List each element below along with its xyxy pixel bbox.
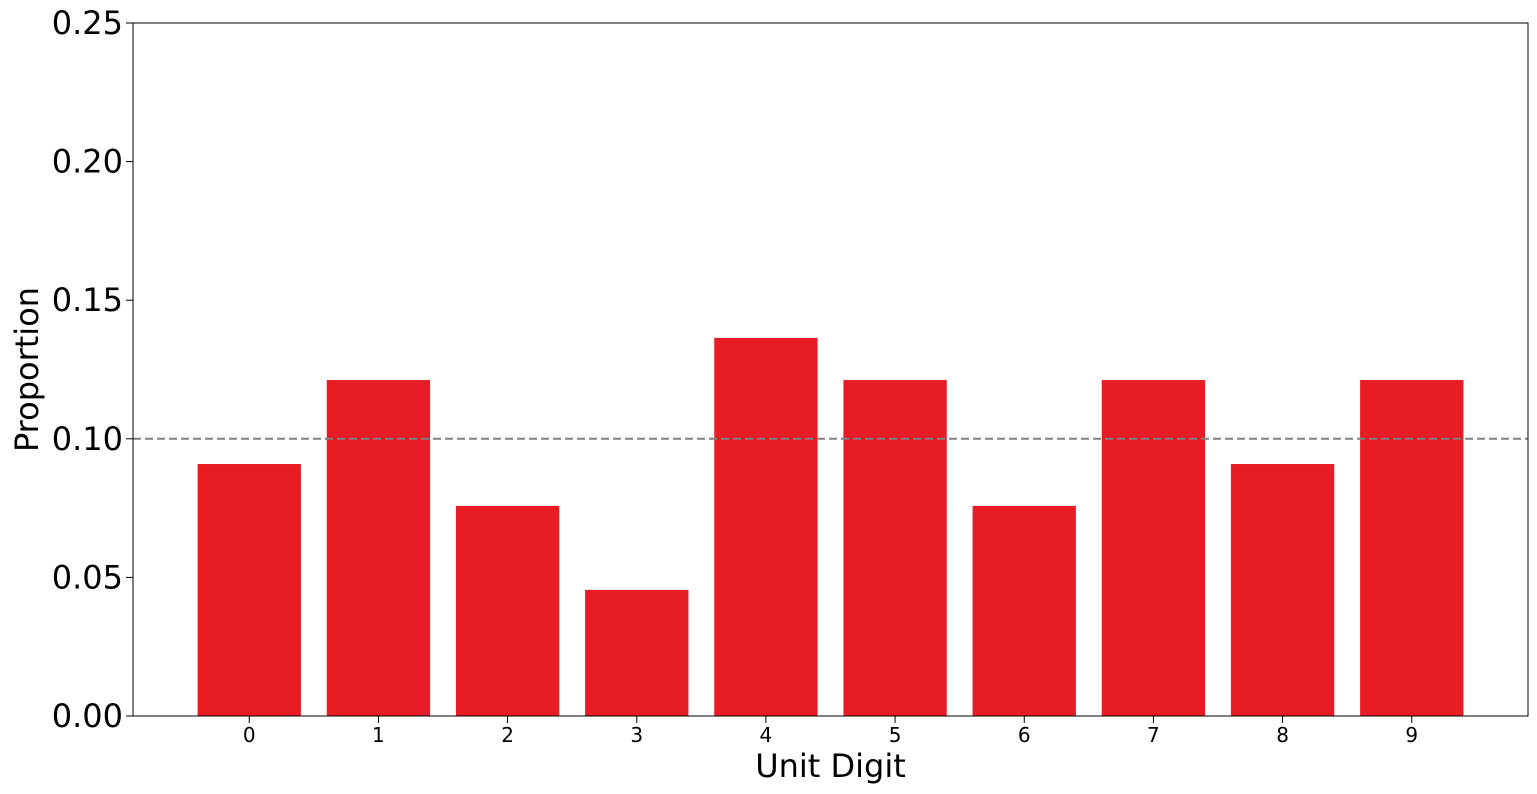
x-tick-label: 2	[501, 723, 514, 747]
bar-digit-9	[1360, 380, 1464, 716]
y-tick-label: 0.00	[52, 697, 123, 735]
bars-layer	[197, 337, 1464, 716]
bar-digit-5	[843, 380, 947, 716]
x-tick-label: 8	[1276, 723, 1289, 747]
x-tick-label: 0	[243, 723, 256, 747]
bar-digit-1	[326, 380, 431, 716]
x-tick-label: 7	[1147, 723, 1160, 747]
x-tick-label: 9	[1405, 723, 1418, 747]
bar-digit-2	[455, 505, 560, 716]
x-axis-label: Unit Digit	[755, 747, 906, 785]
bar-digit-0	[197, 464, 301, 716]
plot-frame	[132, 22, 1529, 717]
y-axis: 0.00 0.05 0.10 0.15 0.20 0.25	[52, 4, 133, 735]
x-tick-label: 4	[760, 723, 773, 747]
bar-digit-3	[585, 589, 689, 716]
bar-digit-7	[1101, 380, 1206, 716]
x-tick-label: 3	[630, 723, 643, 747]
x-tick-label: 5	[889, 723, 902, 747]
y-tick-label: 0.15	[52, 281, 123, 319]
y-tick-label: 0.25	[52, 4, 123, 42]
x-axis: 0 1 2 3 4 5 6 7 8 9	[243, 716, 1418, 747]
y-tick-label: 0.20	[52, 143, 123, 181]
y-tick-label: 0.05	[52, 558, 123, 596]
x-tick-label: 1	[372, 723, 385, 747]
bar-digit-4	[714, 337, 818, 716]
y-axis-label: Proportion	[8, 287, 46, 452]
bar-digit-8	[1230, 464, 1335, 716]
y-tick-label: 0.10	[52, 420, 123, 458]
x-tick-label: 6	[1018, 723, 1031, 747]
bar-digit-6	[972, 505, 1076, 716]
